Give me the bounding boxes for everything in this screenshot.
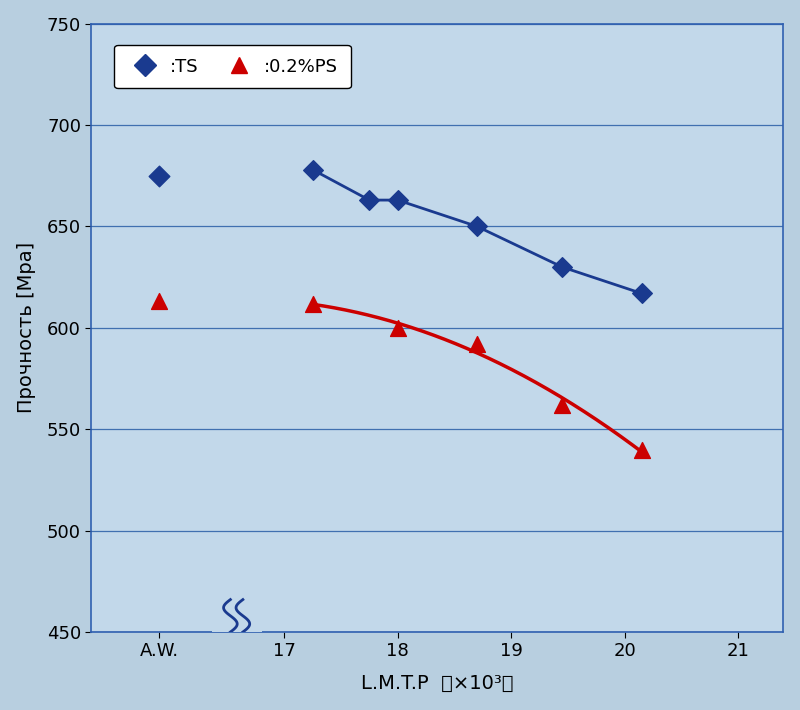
Point: [153, 170, 166, 182]
Point: [635, 288, 648, 299]
Point: [391, 322, 404, 334]
Point: [556, 261, 569, 273]
Point: [470, 339, 483, 350]
Point: [635, 444, 648, 455]
Point: [556, 399, 569, 410]
Point: [306, 297, 319, 309]
Point: [470, 221, 483, 232]
Point: [153, 296, 166, 307]
Legend: :TS, :0.2%PS: :TS, :0.2%PS: [114, 45, 350, 88]
Point: [363, 195, 376, 206]
X-axis label: L.M.T.P  （×10³）: L.M.T.P （×10³）: [361, 674, 514, 694]
Point: [306, 164, 319, 175]
Y-axis label: Прочность [Mpa]: Прочность [Mpa]: [17, 242, 36, 413]
Point: [391, 195, 404, 206]
Bar: [212, 591, 262, 636]
